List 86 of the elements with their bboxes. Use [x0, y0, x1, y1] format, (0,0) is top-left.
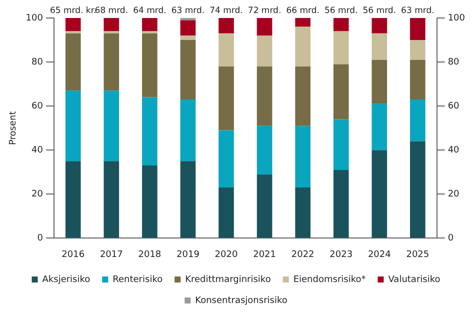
bar — [295, 126, 310, 188]
bar — [256, 18, 272, 36]
y2-tick-label: 60 — [448, 101, 460, 112]
y2-tick-label: 0 — [448, 234, 454, 244]
legend-label: Konsentrasjonsrisiko — [195, 296, 288, 306]
bar — [65, 33, 81, 91]
bar — [142, 166, 158, 238]
annotation: 63 mrd. — [401, 6, 434, 16]
x-tick-label: 2023 — [330, 250, 353, 260]
y2-tick-label: 80 — [448, 57, 460, 68]
bar — [218, 188, 234, 238]
y-tick-label: 20 — [32, 190, 44, 200]
y2-tick-label: 20 — [448, 190, 460, 200]
bar — [180, 99, 196, 162]
bar — [256, 126, 272, 174]
annotation: 65 mrd. kr. — [50, 6, 96, 16]
bar — [104, 18, 120, 32]
bar — [180, 20, 196, 36]
bar — [104, 161, 120, 238]
y2-tick-label: 100 — [448, 13, 466, 24]
y-tick-label: 40 — [32, 145, 44, 156]
bar — [333, 18, 349, 32]
legend-label: Valutarisiko — [388, 274, 441, 285]
bar — [180, 36, 196, 40]
x-tick-label: 2017 — [100, 250, 123, 260]
bar — [65, 18, 81, 32]
bar — [218, 66, 234, 130]
legend-label: Renterisiko — [112, 274, 164, 285]
bar — [372, 104, 388, 150]
bar — [372, 33, 388, 60]
bar — [410, 60, 426, 100]
x-tick-label: 2025 — [406, 250, 430, 260]
bar — [142, 33, 158, 98]
bar — [410, 18, 426, 40]
bar — [104, 90, 120, 162]
bar — [218, 33, 234, 66]
bar — [372, 150, 388, 238]
bar — [333, 31, 349, 64]
bar — [142, 97, 158, 166]
annotation: 63 mrd. — [171, 6, 205, 16]
bar — [256, 174, 272, 238]
annotation: 64 mrd. — [133, 6, 166, 16]
bar — [295, 66, 310, 126]
annotation: 56 mrd. — [362, 6, 396, 16]
bar — [256, 36, 272, 66]
x-tick-label: 2024 — [368, 250, 392, 260]
y-axis-title: Prosent — [8, 110, 19, 145]
y-tick-label: 100 — [26, 13, 44, 24]
x-tick-label: 2020 — [214, 250, 238, 260]
annotation: 66 mrd. — [286, 6, 320, 16]
bar — [333, 64, 349, 120]
bar — [180, 161, 196, 238]
bar — [372, 60, 388, 104]
annotation: 56 mrd. — [324, 6, 358, 16]
x-tick-label: 2016 — [62, 250, 85, 260]
x-tick-label: 2019 — [176, 250, 200, 260]
legend-label: Eiendomsrisiko* — [293, 274, 366, 285]
x-tick-label: 2022 — [291, 250, 314, 260]
bar — [410, 141, 426, 238]
legend-label: Aksjerisiko — [42, 274, 91, 285]
annotation: 74 mrd. — [210, 6, 243, 16]
x-tick-label: 2018 — [138, 250, 162, 260]
bar — [256, 66, 272, 126]
bar — [180, 40, 196, 100]
x-tick-label: 2021 — [253, 250, 276, 260]
y2-tick-label: 40 — [448, 145, 460, 156]
bar — [295, 18, 310, 27]
y-tick-label: 0 — [37, 234, 44, 244]
bar — [142, 18, 158, 32]
bar — [333, 119, 349, 170]
bar — [295, 26, 310, 66]
bar — [65, 90, 81, 162]
bar — [295, 188, 310, 238]
bar — [218, 18, 234, 34]
legend-label: Kredittmarginrisiko — [185, 274, 272, 285]
bar — [104, 33, 120, 91]
bar — [372, 18, 388, 34]
bar — [410, 40, 426, 60]
bar — [410, 99, 426, 142]
y-tick-label: 60 — [32, 101, 44, 112]
bar — [333, 170, 349, 238]
bar — [218, 130, 234, 188]
y-tick-label: 80 — [32, 57, 44, 68]
bar — [65, 161, 81, 238]
annotation: 68 mrd. — [94, 6, 128, 16]
annotation: 72 mrd. — [248, 6, 282, 16]
